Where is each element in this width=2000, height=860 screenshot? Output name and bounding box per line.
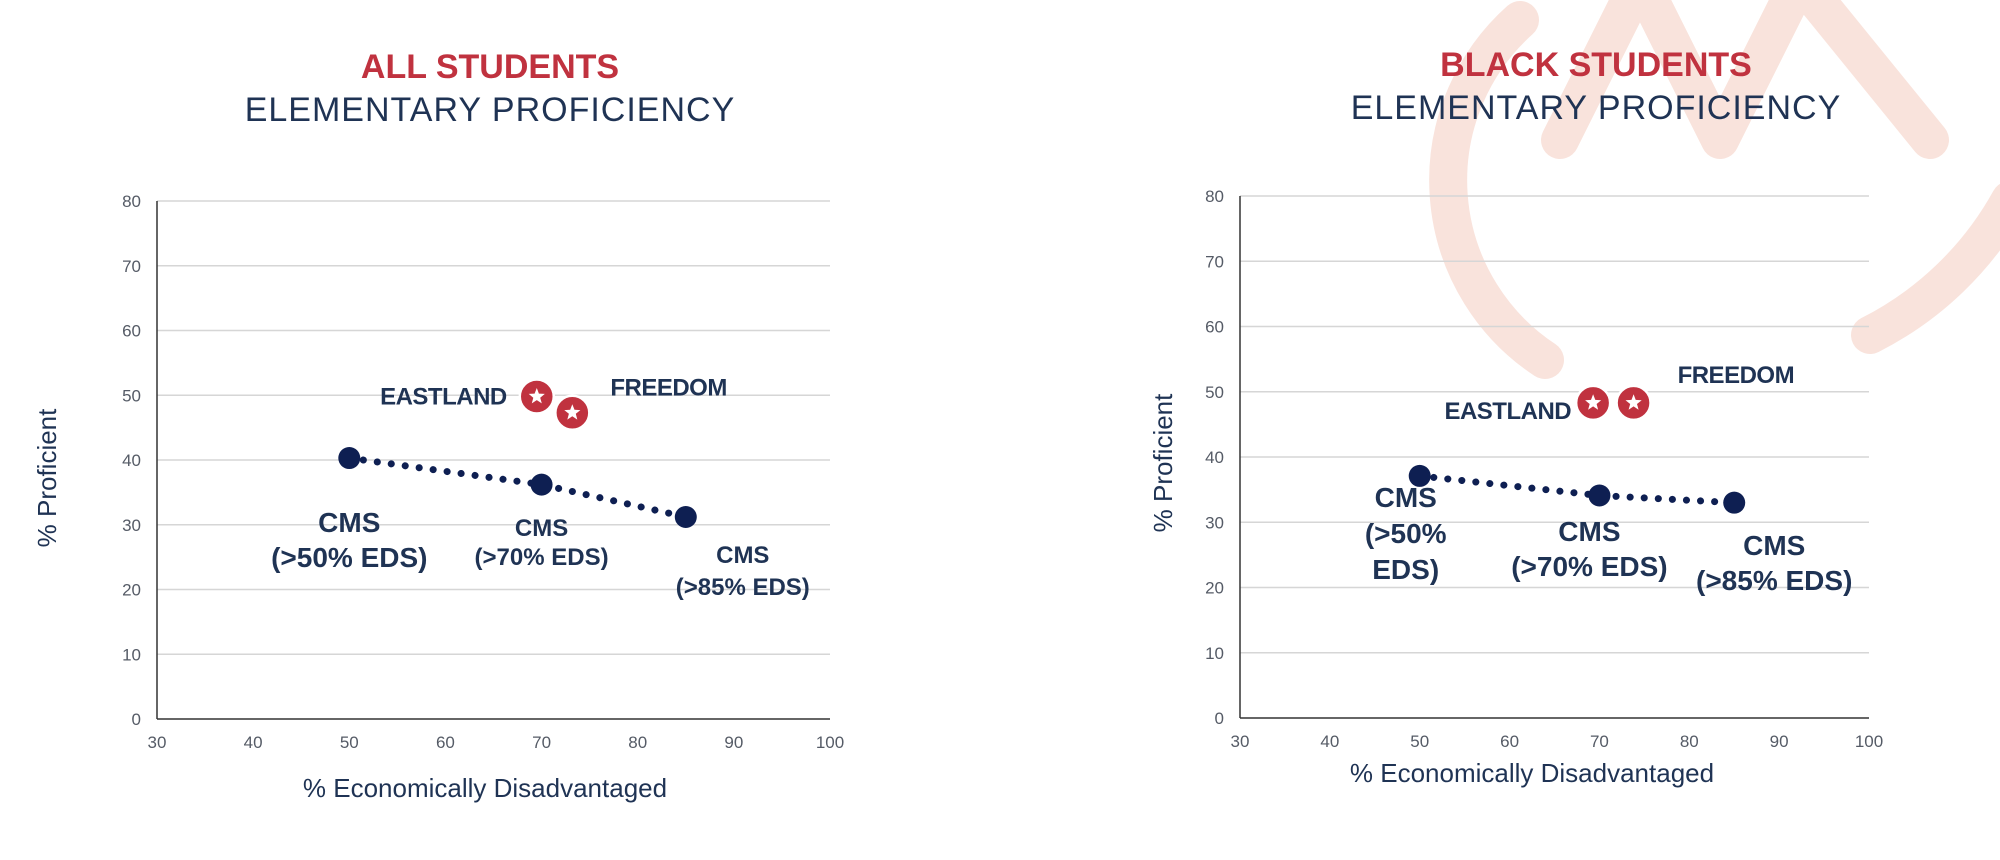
cms-point-label: CMS (>85% EDS) [1696,530,1852,596]
chart-all-students: ALL STUDENTS ELEMENTARY PROFICIENCY 0 10 2… [32,48,844,803]
cms-data-point [1723,491,1746,514]
y-tick-label: 10 [122,645,141,664]
cms-point-label: CMS (>50% EDS) [271,507,427,573]
school-label: FREEDOM [1678,362,1795,389]
cms-trend-line [1416,472,1738,507]
cms-data-point [338,447,361,470]
x-tick-label: 30 [1231,732,1250,751]
x-tick-label: 100 [816,733,844,752]
x-tick-label: 40 [244,733,263,752]
y-tick-label: 80 [122,192,141,211]
x-tick-label: 60 [1500,732,1519,751]
y-tick-label: 80 [1205,187,1224,206]
chart-black-students: BLACK STUDENTS ELEMENTARY PROFICIENCY 0 1… [1148,46,1883,788]
star-icon [528,388,545,404]
chart-subtitle: ELEMENTARY PROFICIENCY [1351,89,1842,127]
y-tick-label: 30 [122,516,141,535]
x-axis-title: % Economically Disadvantaged [303,773,667,803]
y-tick-label: 0 [1215,709,1224,728]
x-tick-label: 50 [340,733,359,752]
y-tick-label: 40 [122,451,141,470]
cms-point-label: CMS (>85% EDS) [676,542,810,601]
x-tick-label: 70 [1590,732,1609,751]
cms-point-label: CMS (>50% EDS) [1365,482,1447,585]
y-tick-label: 60 [1205,318,1224,337]
chart-title: BLACK STUDENTS [1440,46,1752,84]
y-tick-label: 20 [122,581,141,600]
y-tick-label: 50 [1205,383,1224,402]
cms-data-point [1588,484,1611,507]
y-tick-label: 10 [1205,644,1224,663]
school-label: FREEDOM [610,375,727,402]
y-tick-label: 20 [1205,579,1224,598]
school-label: EASTLAND [380,384,507,411]
x-tick-label: 60 [436,733,455,752]
x-tick-label: 100 [1855,732,1883,751]
chart-subtitle: ELEMENTARY PROFICIENCY [245,91,736,129]
x-tick-label: 30 [148,733,167,752]
y-axis-title: % Proficient [1148,393,1178,532]
x-tick-label: 90 [724,733,743,752]
y-tick-label: 70 [1205,252,1224,271]
chart-title: ALL STUDENTS [361,48,619,86]
x-tick-label: 40 [1320,732,1339,751]
star-icon [1585,394,1602,410]
cms-data-point [1408,464,1431,487]
x-axis-title: % Economically Disadvantaged [1350,758,1714,788]
x-tick-label: 80 [1680,732,1699,751]
cms-point-label: CMS (>70% EDS) [1511,516,1667,582]
x-tick-label: 50 [1410,732,1429,751]
cms-data-point [674,505,697,528]
school-label: EASTLAND [1444,398,1571,425]
y-axis-title: % Proficient [32,408,62,547]
cms-data-point [530,473,553,496]
x-tick-label: 70 [532,733,551,752]
y-tick-label: 0 [132,710,141,729]
y-tick-label: 30 [1205,513,1224,532]
x-tick-label: 90 [1770,732,1789,751]
y-tick-label: 40 [1205,448,1224,467]
y-tick-label: 70 [122,257,141,276]
y-tick-label: 50 [122,386,141,405]
cms-point-label: CMS (>70% EDS) [475,515,609,571]
star-icon [564,404,581,420]
x-tick-label: 80 [628,733,647,752]
cms-trend-line [345,454,690,521]
star-icon [1625,394,1642,410]
y-tick-label: 60 [122,322,141,341]
